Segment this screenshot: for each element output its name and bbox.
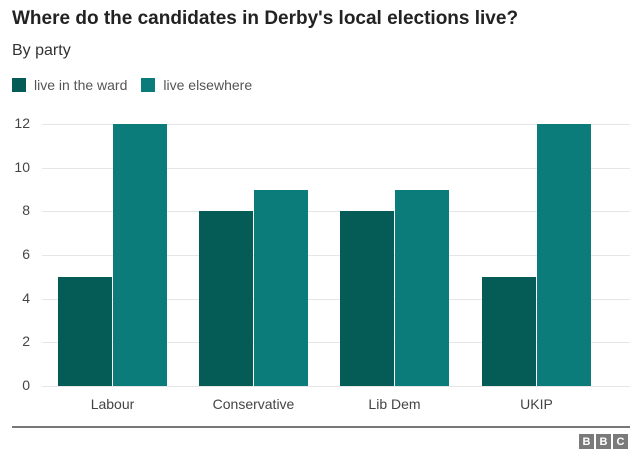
gridline	[42, 386, 630, 387]
legend-label: live in the ward	[34, 77, 128, 93]
chart-subtitle: By party	[12, 42, 71, 59]
y-tick-label: 10	[14, 158, 30, 175]
gridline	[42, 167, 630, 169]
gridline	[42, 211, 630, 213]
bbc-logo: B B C	[579, 434, 628, 449]
gridline	[42, 298, 630, 300]
legend-swatch	[141, 78, 156, 92]
bar	[340, 211, 394, 386]
bar	[58, 276, 112, 386]
gridline	[42, 255, 630, 256]
legend: live in the ward live elsewhere	[12, 77, 266, 93]
x-tick-label: Labour	[90, 396, 135, 412]
y-tick-label: 4	[22, 289, 30, 306]
y-tick-label: 6	[22, 246, 30, 262]
x-tick-label: Lib Dem	[368, 396, 421, 412]
bar	[113, 124, 167, 386]
bar	[254, 189, 308, 386]
footer-rule	[12, 426, 630, 428]
chart-title: Where do the candidates in Derby's local…	[12, 8, 519, 29]
y-tick-label: 12	[14, 115, 30, 131]
x-tick-label: UKIP	[520, 396, 553, 412]
legend-label: live elsewhere	[163, 77, 253, 93]
bar	[537, 124, 591, 386]
gridline	[42, 124, 630, 125]
bar	[482, 276, 536, 386]
legend-item-in-ward: live in the ward	[12, 77, 127, 93]
gridline	[42, 342, 630, 344]
y-tick-label: 8	[22, 202, 30, 219]
x-tick-label: Conservative	[212, 396, 295, 412]
legend-swatch	[12, 78, 26, 92]
bar	[199, 211, 253, 386]
legend-item-elsewhere: live elsewhere	[141, 77, 252, 93]
y-tick-label: 0	[22, 377, 30, 393]
bar	[395, 189, 449, 386]
y-tick-label: 2	[22, 333, 30, 350]
